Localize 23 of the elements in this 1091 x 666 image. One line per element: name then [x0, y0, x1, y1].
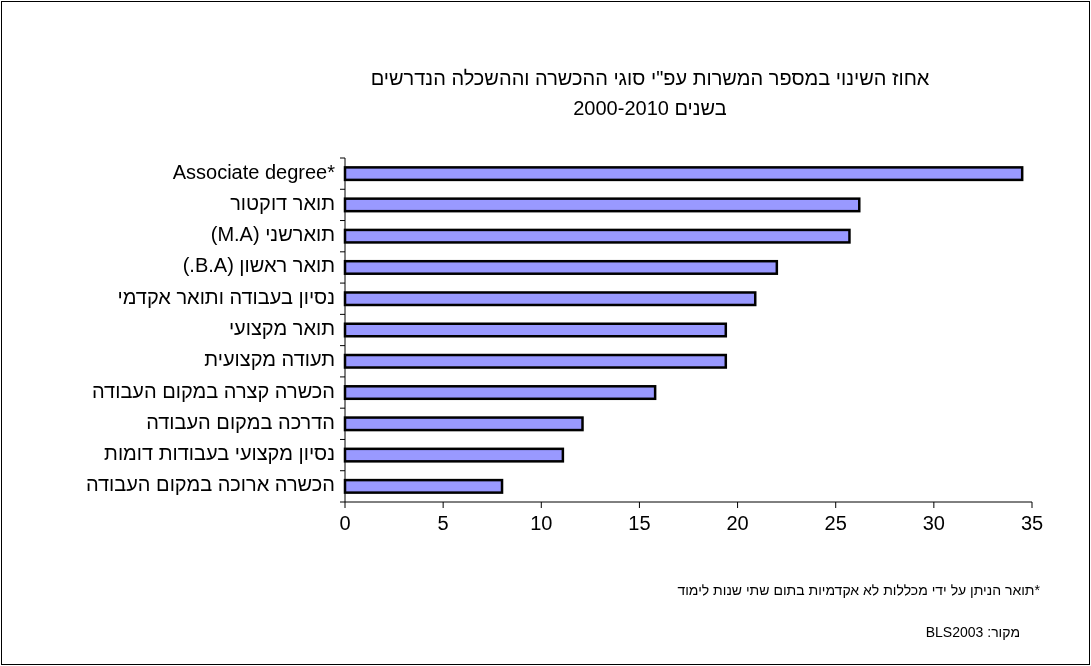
xtick: 30: [921, 512, 946, 535]
category: תואר מקצועי: [227, 317, 335, 340]
category: תעודה מקצועית: [203, 348, 335, 372]
annotation: מקור: BLS2003: [924, 624, 1020, 640]
category: הכשרה קצרה במקום העבודה: [91, 379, 335, 403]
category: הכשרה ארוכה במקום העבודה: [84, 473, 335, 497]
category: הדרכה במקום העבודה: [145, 410, 335, 434]
xtick: 10: [529, 512, 554, 535]
xtick: 35: [1019, 512, 1045, 535]
annotation: *תואר הניתן על ידי מכללות לא אקדמיות בתום שתי שנות לימוד: [676, 582, 1040, 598]
title: אחוז השינוי במספר המשרות עפ"י סוגי ההכשרה וההשכלה הנדרשים: [369, 67, 931, 90]
title: בשנים 2000-2010: [572, 97, 728, 120]
category: תואר ראשון (B.A.): [181, 254, 335, 278]
category: תואר דוקטור: [229, 191, 335, 215]
category: תוארשני (M.A): [209, 223, 335, 247]
category: נסיון מקצועי בעבודות דומות: [103, 442, 335, 466]
xtick: 20: [725, 512, 750, 535]
category: נסיון בעבודה ותואר אקדמי: [116, 285, 335, 309]
xtick: 25: [823, 512, 848, 535]
category: Associate degree*: [171, 160, 335, 184]
xtick: 15: [627, 512, 652, 535]
xtick: 0: [338, 512, 352, 535]
xtick: 5: [436, 512, 450, 535]
